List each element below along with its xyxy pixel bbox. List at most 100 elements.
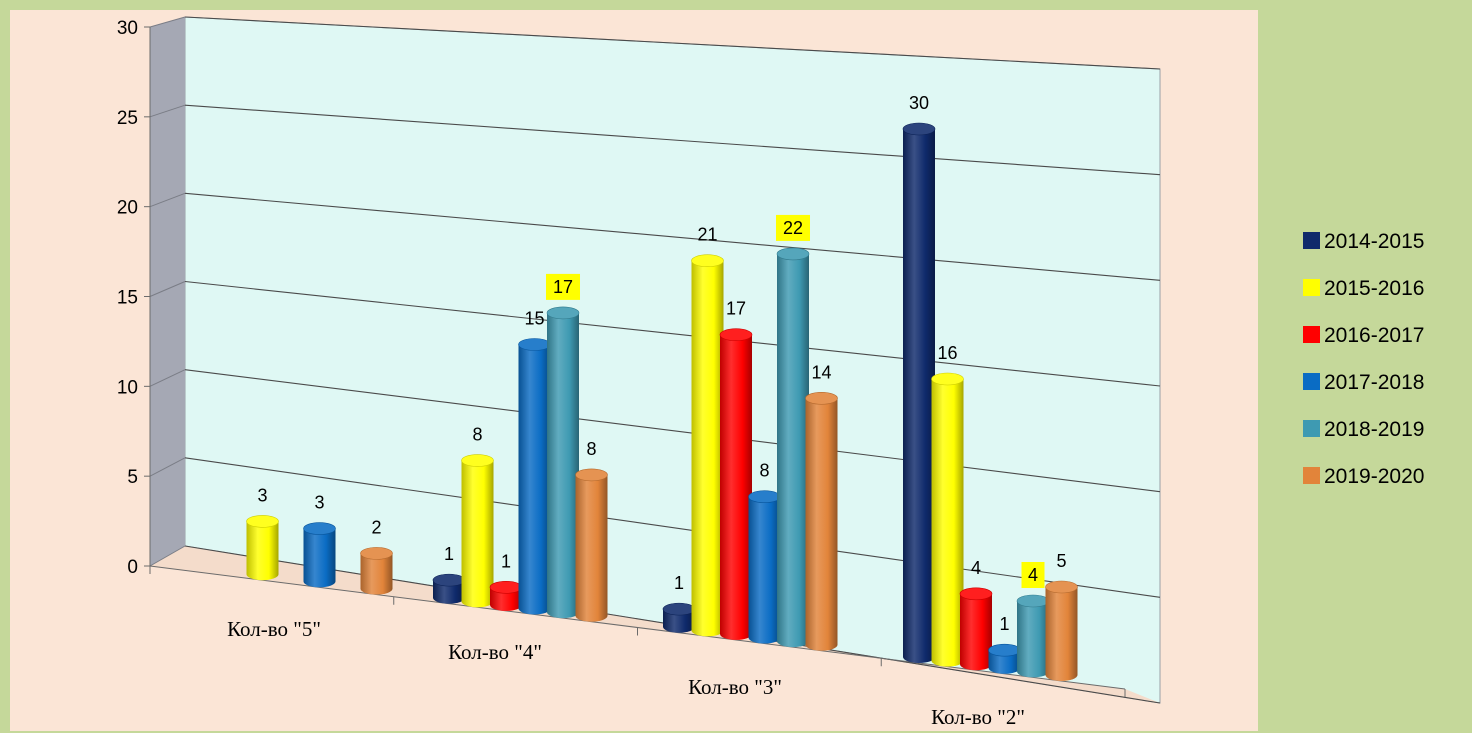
y-tick-label-25: 25: [117, 108, 138, 129]
bar-top: [575, 468, 608, 482]
gridline-25: [184, 104, 1161, 176]
data-label-2017-2018-2: 15: [524, 309, 544, 329]
data-label-2015-2016-4: 16: [937, 343, 957, 363]
data-label-2017-2018-1: 3: [314, 493, 324, 513]
bar-body: [360, 553, 393, 595]
bar-2014-2015-3: [662, 602, 696, 633]
bar-2017-2018-1: [303, 522, 336, 588]
legend-item-2017-2018: 2017-2018: [1303, 371, 1424, 394]
bar-2015-2016-3: [691, 254, 724, 637]
data-label-text: 21: [697, 225, 717, 245]
bar-top: [719, 328, 753, 342]
bar-body: [988, 650, 1021, 674]
data-label-text: 1: [999, 614, 1009, 634]
data-label-2019-2020-3: 14: [811, 362, 831, 382]
gridline-30: [184, 16, 1161, 70]
bar-2018-2019-3: [776, 247, 810, 648]
bar-body: [748, 496, 781, 644]
gridline-20: [184, 192, 1161, 281]
bar-2014-2015-4: [902, 122, 936, 664]
y-axis: 0 5 10 15 20 25 30: [117, 18, 151, 578]
bar-2016-2017-2: [489, 581, 523, 611]
data-label-2016-2017-2: 1: [501, 551, 511, 571]
data-label-text: 16: [937, 343, 957, 363]
data-label-text: 14: [811, 362, 831, 382]
data-label-2014-2015-4: 30: [909, 93, 929, 113]
bar-body: [461, 460, 494, 608]
data-label-text: 5: [1056, 551, 1066, 571]
legend-swatch: [1303, 326, 1320, 343]
legend-item-2018-2019: 2018-2019: [1303, 418, 1424, 441]
x-category-label-1: Кол-во "5": [227, 617, 321, 641]
data-label-2019-2020-1: 2: [371, 517, 381, 537]
legend-swatch: [1303, 279, 1320, 296]
data-label-highlight: [546, 273, 580, 300]
side-gridline-5: [149, 457, 186, 477]
side-gridline-15: [149, 281, 186, 297]
data-label-text: 2: [371, 517, 381, 537]
chart-floor: [150, 546, 1160, 703]
y-tick-label-0: 0: [127, 557, 138, 578]
side-gridline-25: [149, 104, 186, 118]
x-category-label-4: Кол-во "2": [931, 705, 1025, 729]
bar-2018-2019-2: [546, 306, 580, 619]
bar-body: [691, 260, 724, 637]
bar-body: [547, 312, 579, 619]
bar-top: [546, 306, 580, 320]
bar-top: [246, 515, 279, 528]
side-gridline-20: [149, 192, 186, 208]
data-label-text: 1: [501, 551, 511, 571]
data-label-2018-2019-3: 22: [776, 214, 810, 241]
data-label-2015-2016-3: 21: [697, 225, 717, 245]
bar-top: [461, 454, 494, 467]
data-label-text: 8: [759, 461, 769, 481]
bar-top: [805, 392, 838, 405]
bar-body: [720, 334, 752, 640]
data-label-text: 15: [524, 309, 544, 329]
bar-2017-2018-3: [748, 490, 781, 644]
y-tick-label-30: 30: [117, 18, 138, 39]
data-label-text: 1: [674, 573, 684, 593]
bar-body: [303, 528, 336, 588]
bar-body: [805, 398, 838, 651]
x-category-label-3: Кол-во "3": [688, 675, 782, 699]
data-label-text: 22: [783, 218, 803, 238]
data-label-text: 3: [314, 493, 324, 513]
bar-body: [1017, 600, 1049, 678]
data-label-2014-2015-2: 1: [444, 544, 454, 564]
bar-body: [777, 253, 809, 648]
legend-swatch: [1303, 232, 1320, 249]
legend-label: 2017-2018: [1324, 371, 1424, 394]
bar-2015-2016-2: [461, 454, 494, 608]
legend-label: 2016-2017: [1324, 324, 1424, 347]
data-label-2018-2019-4: 4: [1021, 561, 1045, 588]
bar-2014-2015-2: [432, 573, 466, 604]
data-label-2018-2019-2: 17: [546, 273, 580, 300]
bar-2019-2020-2: [575, 468, 608, 622]
bar-body: [663, 609, 695, 633]
gridline-15: [184, 280, 1161, 387]
bar-top: [691, 254, 724, 268]
legend-item-2014-2015: 2014-2015: [1303, 230, 1424, 253]
data-label-text: 17: [726, 299, 746, 319]
bar-top: [303, 522, 336, 535]
data-label-text: 4: [1028, 565, 1038, 585]
y-tick-label-5: 5: [127, 467, 138, 488]
chart-side-wall: [150, 17, 185, 566]
legend-swatch: [1303, 373, 1320, 390]
bar-body: [246, 521, 279, 581]
bar-2017-2018-2: [518, 338, 551, 615]
data-label-text: 30: [909, 93, 929, 113]
bar-top: [1045, 580, 1078, 594]
bar-top: [902, 122, 936, 136]
bar-2019-2020-4: [1045, 580, 1078, 681]
bar-top: [1016, 594, 1050, 608]
legend-item-2019-2020: 2019-2020: [1303, 465, 1424, 488]
bar-top: [776, 247, 810, 261]
x-category-label-2: Кол-во "4": [448, 640, 542, 664]
data-label-2017-2018-3: 8: [759, 461, 769, 481]
bar-2016-2017-3: [719, 328, 753, 640]
data-label-2019-2020-4: 5: [1056, 551, 1066, 571]
bar-top: [931, 372, 964, 386]
bar-top: [360, 547, 393, 560]
